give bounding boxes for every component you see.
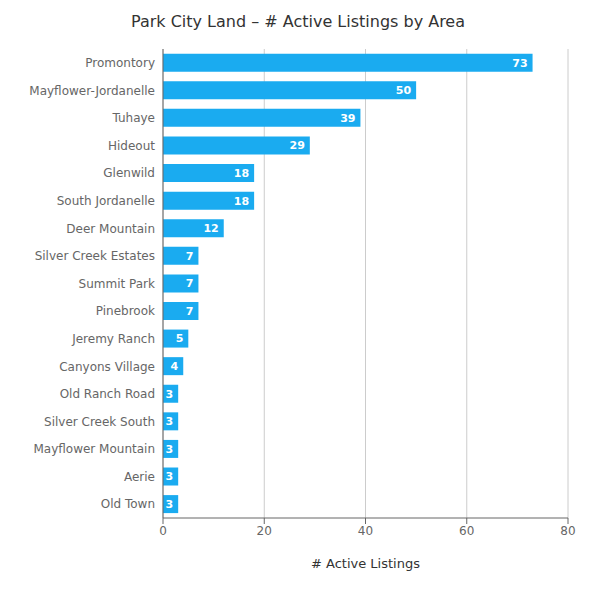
svg-text:South Jordanelle: South Jordanelle: [57, 194, 155, 208]
svg-text:7: 7: [186, 277, 194, 290]
svg-text:Deer Mountain: Deer Mountain: [66, 222, 155, 236]
svg-text:Jeremy Ranch: Jeremy Ranch: [71, 332, 155, 346]
svg-text:7: 7: [186, 305, 194, 318]
svg-text:3: 3: [166, 498, 174, 511]
svg-text:60: 60: [459, 524, 474, 538]
svg-text:18: 18: [234, 195, 249, 208]
svg-text:39: 39: [340, 112, 355, 125]
svg-text:Hideout: Hideout: [108, 139, 155, 153]
svg-text:18: 18: [234, 167, 249, 180]
svg-text:# Active Listings: # Active Listings: [311, 556, 420, 571]
svg-text:5: 5: [176, 332, 184, 345]
svg-text:Silver Creek South: Silver Creek South: [44, 415, 155, 429]
svg-text:80: 80: [560, 524, 575, 538]
svg-text:3: 3: [166, 470, 174, 483]
svg-text:0: 0: [159, 524, 167, 538]
svg-text:3: 3: [166, 415, 174, 428]
svg-text:Summit Park: Summit Park: [79, 277, 155, 291]
svg-text:3: 3: [166, 443, 174, 456]
svg-text:50: 50: [396, 84, 412, 97]
svg-text:Tuhaye: Tuhaye: [111, 111, 155, 125]
svg-text:Glenwild: Glenwild: [103, 166, 155, 180]
svg-text:20: 20: [257, 524, 272, 538]
svg-text:12: 12: [203, 222, 218, 235]
svg-text:29: 29: [290, 139, 305, 152]
svg-text:Canyons Village: Canyons Village: [59, 360, 155, 374]
svg-text:Promontory: Promontory: [85, 56, 155, 70]
svg-text:7: 7: [186, 250, 194, 263]
html-text:Park City Land – # Active List: Park City Land – # Active Listings by Ar…: [131, 12, 465, 31]
svg-text:Aerie: Aerie: [124, 470, 155, 484]
svg-text:73: 73: [512, 57, 527, 70]
svg-text:Old Town: Old Town: [101, 497, 155, 511]
svg-text:Mayflower-Jordanelle: Mayflower-Jordanelle: [29, 84, 155, 98]
svg-text:40: 40: [358, 524, 373, 538]
svg-text:Silver Creek Estates: Silver Creek Estates: [35, 249, 155, 263]
svg-text:Mayflower Mountain: Mayflower Mountain: [33, 442, 155, 456]
svg-text:4: 4: [171, 360, 179, 373]
svg-text:Pinebrook: Pinebrook: [96, 304, 155, 318]
svg-text:3: 3: [166, 388, 174, 401]
svg-text:Old Ranch Road: Old Ranch Road: [60, 387, 155, 401]
